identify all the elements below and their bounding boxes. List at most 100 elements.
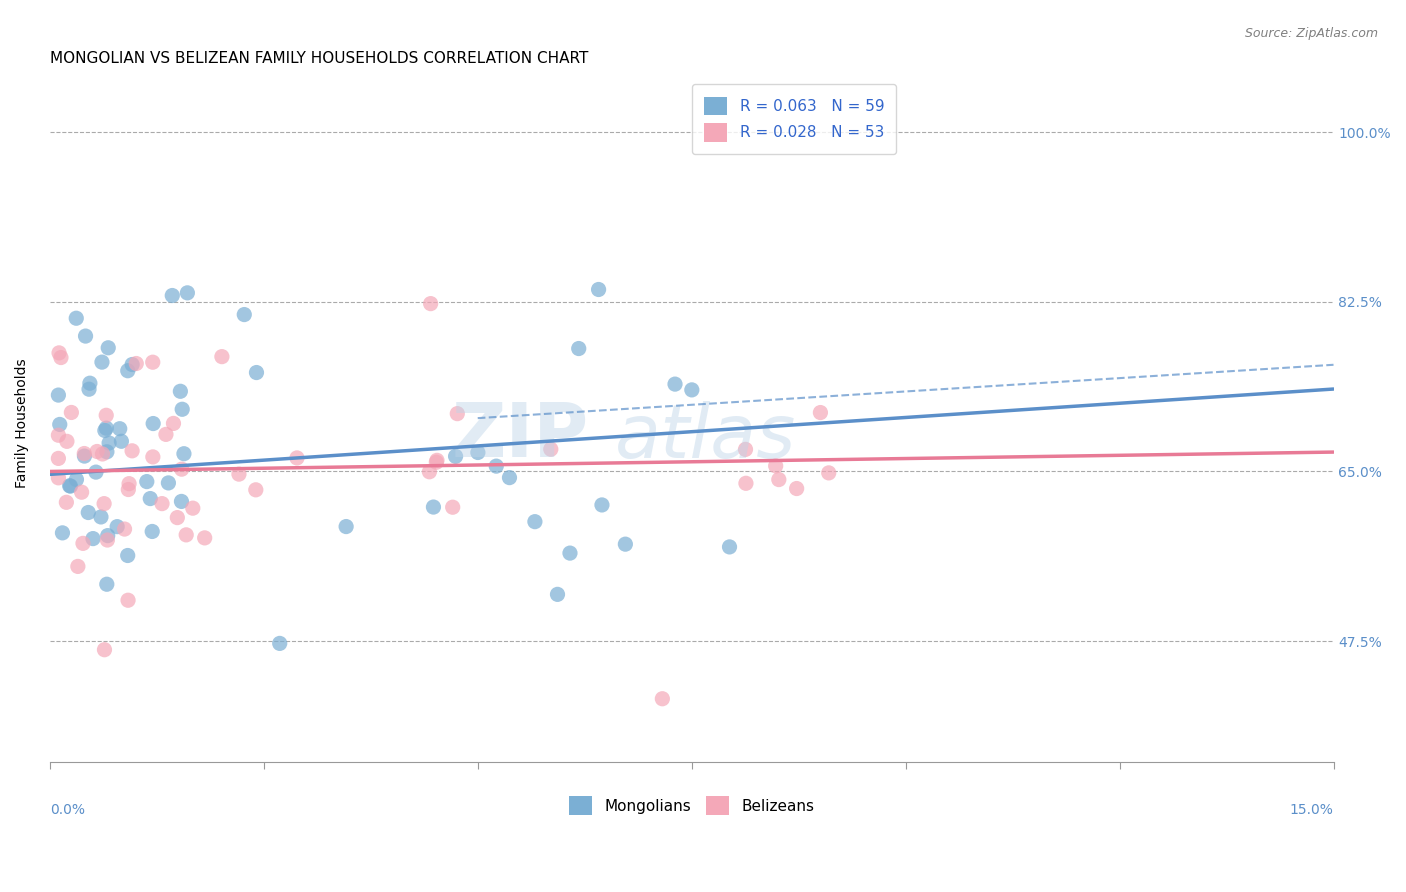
Point xyxy=(170,494,193,508)
Point xyxy=(91,447,114,461)
Point xyxy=(170,462,193,476)
Point xyxy=(181,501,204,516)
Text: atlas: atlas xyxy=(614,401,796,473)
Point xyxy=(150,497,173,511)
Point xyxy=(82,532,104,546)
Point xyxy=(48,451,70,466)
Point xyxy=(194,531,217,545)
Text: ZIP: ZIP xyxy=(451,400,589,473)
Point xyxy=(59,479,82,493)
Point xyxy=(233,308,256,322)
Point xyxy=(93,497,115,511)
Point xyxy=(60,405,83,419)
Point xyxy=(765,458,787,473)
Point xyxy=(77,382,100,396)
Point xyxy=(77,506,100,520)
Point xyxy=(117,593,139,607)
Point xyxy=(118,476,141,491)
Text: Source: ZipAtlas.com: Source: ZipAtlas.com xyxy=(1244,27,1378,40)
Point xyxy=(55,495,77,509)
Point xyxy=(94,424,117,438)
Point xyxy=(157,475,180,490)
Point xyxy=(86,444,108,458)
Point xyxy=(735,476,758,491)
Point xyxy=(588,283,610,297)
Point xyxy=(768,473,790,487)
Point xyxy=(173,447,195,461)
Point xyxy=(734,442,756,457)
Point xyxy=(419,296,441,310)
Point xyxy=(245,366,267,380)
Text: 15.0%: 15.0% xyxy=(1289,803,1333,817)
Point xyxy=(142,355,165,369)
Point xyxy=(108,422,131,436)
Point xyxy=(285,450,308,465)
Point xyxy=(72,536,94,550)
Point xyxy=(93,642,115,657)
Point xyxy=(48,471,70,485)
Point xyxy=(97,528,120,542)
Point xyxy=(105,519,128,533)
Point xyxy=(73,446,96,460)
Point xyxy=(70,485,93,500)
Text: 0.0%: 0.0% xyxy=(49,803,84,817)
Point xyxy=(335,519,357,533)
Point xyxy=(73,449,96,463)
Point xyxy=(172,402,194,417)
Point xyxy=(162,417,184,431)
Point xyxy=(467,445,489,459)
Point xyxy=(98,436,121,450)
Point xyxy=(48,346,70,360)
Point xyxy=(91,355,114,369)
Point xyxy=(135,475,157,489)
Point xyxy=(245,483,267,497)
Point xyxy=(446,407,468,421)
Point xyxy=(117,549,139,563)
Point xyxy=(114,522,136,536)
Point xyxy=(425,455,447,469)
Point xyxy=(96,444,118,458)
Point xyxy=(540,442,562,457)
Point xyxy=(568,342,591,356)
Point xyxy=(155,427,177,442)
Point xyxy=(664,377,686,392)
Point xyxy=(139,491,162,506)
Point xyxy=(558,546,581,560)
Point xyxy=(117,364,139,378)
Point xyxy=(49,351,72,365)
Point xyxy=(96,533,118,547)
Point xyxy=(56,434,79,449)
Point xyxy=(718,540,741,554)
Point xyxy=(97,341,120,355)
Point xyxy=(121,443,143,458)
Point xyxy=(591,498,613,512)
Text: MONGOLIAN VS BELIZEAN FAMILY HOUSEHOLDS CORRELATION CHART: MONGOLIAN VS BELIZEAN FAMILY HOUSEHOLDS … xyxy=(49,51,588,66)
Point xyxy=(49,417,72,432)
Point xyxy=(547,587,569,601)
Point xyxy=(142,450,165,464)
Point xyxy=(48,428,70,442)
Point xyxy=(110,434,132,449)
Point xyxy=(441,500,464,515)
Point xyxy=(498,470,520,484)
Point xyxy=(79,376,101,391)
Point xyxy=(96,421,118,435)
Point xyxy=(228,467,250,482)
Point xyxy=(90,510,112,524)
Point xyxy=(84,465,107,479)
Point xyxy=(117,483,139,497)
Point xyxy=(66,559,89,574)
Point xyxy=(51,525,73,540)
Point xyxy=(169,384,191,399)
Point xyxy=(810,405,832,419)
Point xyxy=(96,577,118,591)
Point xyxy=(48,388,70,402)
Point xyxy=(65,473,87,487)
Point xyxy=(75,329,97,343)
Point xyxy=(211,350,233,364)
Point xyxy=(162,288,184,302)
Point xyxy=(125,357,148,371)
Point xyxy=(96,409,118,423)
Point xyxy=(176,285,198,300)
Point xyxy=(426,453,449,467)
